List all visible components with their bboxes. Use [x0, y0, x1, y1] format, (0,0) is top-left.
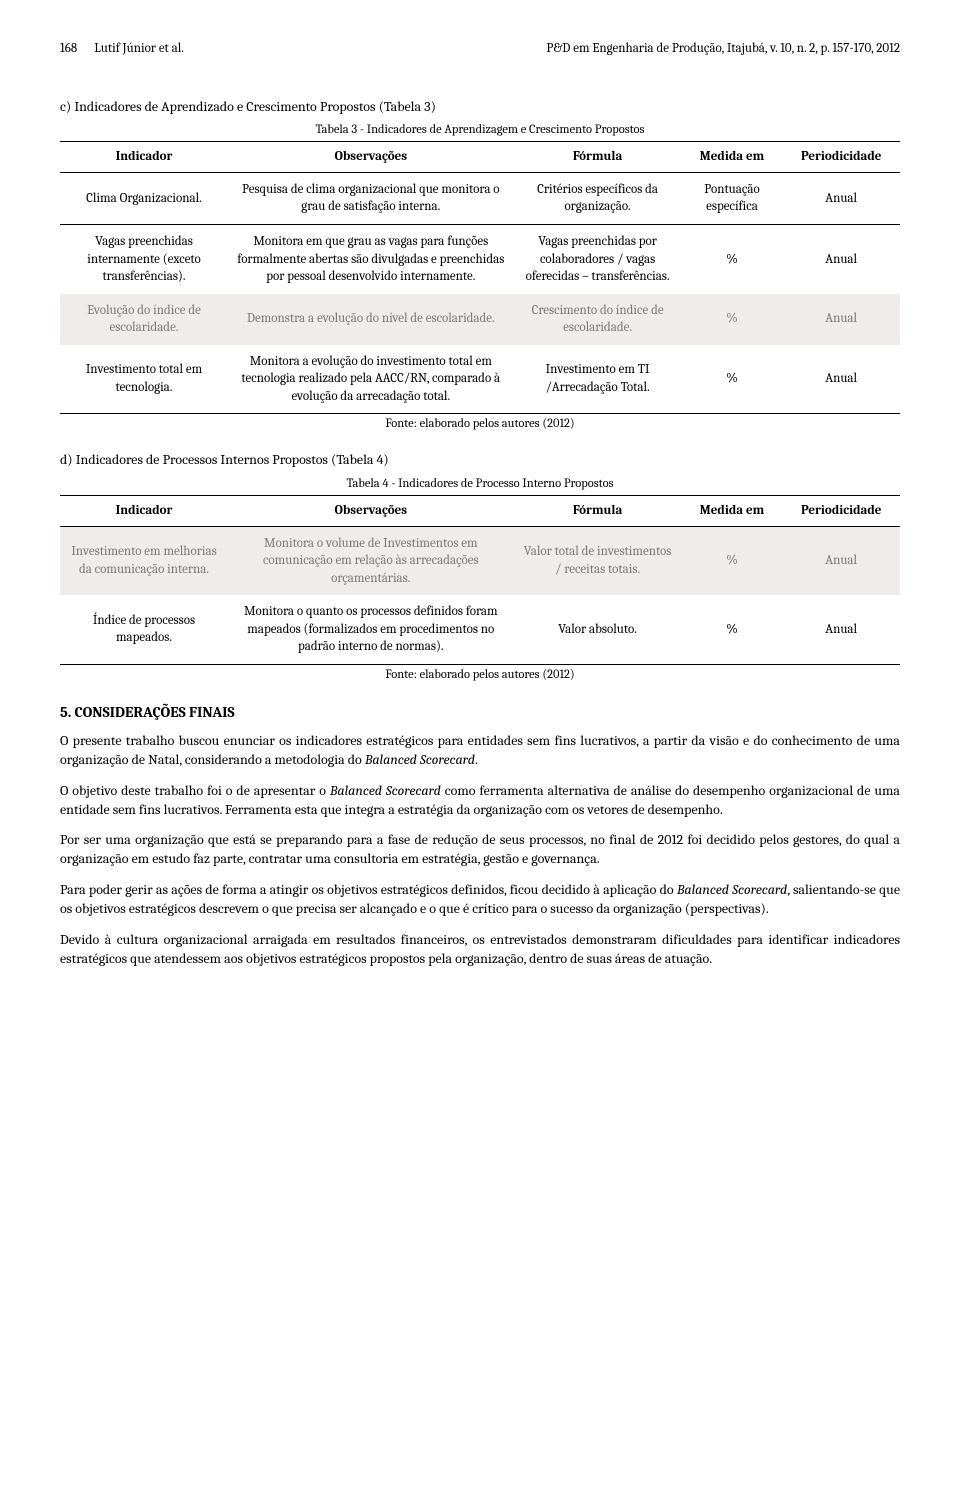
table3-header-row: Indicador Observações Fórmula Medida em …	[60, 142, 900, 173]
table4-col-observacoes: Observações	[228, 495, 514, 526]
cell-periodicidade: Anual	[782, 345, 900, 414]
cell-medida: %	[682, 595, 783, 664]
page-header: 168 Lutif Júnior et al. P&D em Engenhari…	[60, 40, 900, 58]
cell-medida: %	[682, 526, 783, 595]
table4-col-periodicidade: Periodicidade	[782, 495, 900, 526]
table-row: Vagas preenchidas internamente (exceto t…	[60, 224, 900, 293]
table3-caption: Tabela 3 - Indicadores de Aprendizagem e…	[60, 122, 900, 139]
paragraph-2: O objetivo deste trabalho foi o de apres…	[60, 782, 900, 820]
cell-indicador: Investimento em melhorias da comunicação…	[60, 526, 228, 595]
paragraph-1: O presente trabalho buscou enunciar os i…	[60, 732, 900, 770]
cell-indicador: Vagas preenchidas internamente (exceto t…	[60, 224, 228, 293]
p1-b: Balanced Scorecard	[365, 751, 475, 768]
cell-observacoes: Monitora o volume de Investimentos em co…	[228, 526, 514, 595]
cell-formula: Critérios específicos da organização.	[514, 172, 682, 224]
table3-col-medida: Medida em	[682, 142, 783, 173]
table3-col-indicador: Indicador	[60, 142, 228, 173]
page-number: 168	[60, 41, 77, 56]
cell-formula: Investimento em TI /Arrecadação Total.	[514, 345, 682, 414]
table4: Indicador Observações Fórmula Medida em …	[60, 495, 900, 665]
cell-observacoes: Demonstra a evolução do nível de escolar…	[228, 294, 514, 345]
cell-formula: Valor absoluto.	[514, 595, 682, 664]
table-row: Índice de processos mapeados. Monitora o…	[60, 595, 900, 664]
table3: Indicador Observações Fórmula Medida em …	[60, 141, 900, 414]
p2-a: O objetivo deste trabalho foi o de apres…	[60, 782, 330, 799]
cell-periodicidade: Anual	[782, 224, 900, 293]
p4-b: Balanced Scorecard	[677, 881, 787, 898]
cell-observacoes: Pesquisa de clima organizacional que mon…	[228, 172, 514, 224]
cell-indicador: Evolução do índice de escolaridade.	[60, 294, 228, 345]
table4-source: Fonte: elaborado pelos autores (2012)	[60, 667, 900, 684]
table-row: Clima Organizacional. Pesquisa de clima …	[60, 172, 900, 224]
cell-observacoes: Monitora o quanto os processos definidos…	[228, 595, 514, 664]
section-d-label: d) Indicadores de Processos Internos Pro…	[60, 451, 900, 470]
table3-col-formula: Fórmula	[514, 142, 682, 173]
table4-header-row: Indicador Observações Fórmula Medida em …	[60, 495, 900, 526]
table4-col-indicador: Indicador	[60, 495, 228, 526]
table-row: Evolução do índice de escolaridade. Demo…	[60, 294, 900, 345]
cell-indicador: Índice de processos mapeados.	[60, 595, 228, 664]
cell-indicador: Clima Organizacional.	[60, 172, 228, 224]
cell-periodicidade: Anual	[782, 172, 900, 224]
cell-indicador: Investimento total em tecnologia.	[60, 345, 228, 414]
table3-col-observacoes: Observações	[228, 142, 514, 173]
table4-col-medida: Medida em	[682, 495, 783, 526]
cell-observacoes: Monitora em que grau as vagas para funçõ…	[228, 224, 514, 293]
heading-consideracoes-finais: 5. CONSIDERAÇÕES FINAIS	[60, 702, 900, 722]
cell-medida: %	[682, 224, 783, 293]
table3-source: Fonte: elaborado pelos autores (2012)	[60, 416, 900, 433]
table-row: Investimento total em tecnologia. Monito…	[60, 345, 900, 414]
header-right: P&D em Engenharia de Produção, Itajubá, …	[546, 40, 900, 58]
cell-formula: Valor total de investimentos / receitas …	[514, 526, 682, 595]
header-left: 168 Lutif Júnior et al.	[60, 40, 184, 58]
header-authors: Lutif Júnior et al.	[94, 41, 184, 56]
p4-a: Para poder gerir as ações de forma a ati…	[60, 881, 677, 898]
p1-c: .	[475, 751, 478, 768]
cell-medida: %	[682, 345, 783, 414]
paragraph-4: Para poder gerir as ações de forma a ati…	[60, 881, 900, 919]
paragraph-3: Por ser uma organização que está se prep…	[60, 831, 900, 869]
p2-b: Balanced Scorecard	[330, 782, 441, 799]
section-c-label: c) Indicadores de Aprendizado e Crescime…	[60, 98, 900, 117]
cell-formula: Vagas preenchidas por colaboradores / va…	[514, 224, 682, 293]
cell-medida: %	[682, 294, 783, 345]
cell-periodicidade: Anual	[782, 526, 900, 595]
p1-a: O presente trabalho buscou enunciar os i…	[60, 732, 900, 768]
cell-formula: Crescimento do índice de escolaridade.	[514, 294, 682, 345]
cell-periodicidade: Anual	[782, 595, 900, 664]
cell-observacoes: Monitora a evolução do investimento tota…	[228, 345, 514, 414]
cell-medida: Pontuação específica	[682, 172, 783, 224]
table4-col-formula: Fórmula	[514, 495, 682, 526]
table4-caption: Tabela 4 - Indicadores de Processo Inter…	[60, 476, 900, 493]
table3-col-periodicidade: Periodicidade	[782, 142, 900, 173]
paragraph-5: Devido à cultura organizacional arraigad…	[60, 931, 900, 969]
table-row: Investimento em melhorias da comunicação…	[60, 526, 900, 595]
cell-periodicidade: Anual	[782, 294, 900, 345]
